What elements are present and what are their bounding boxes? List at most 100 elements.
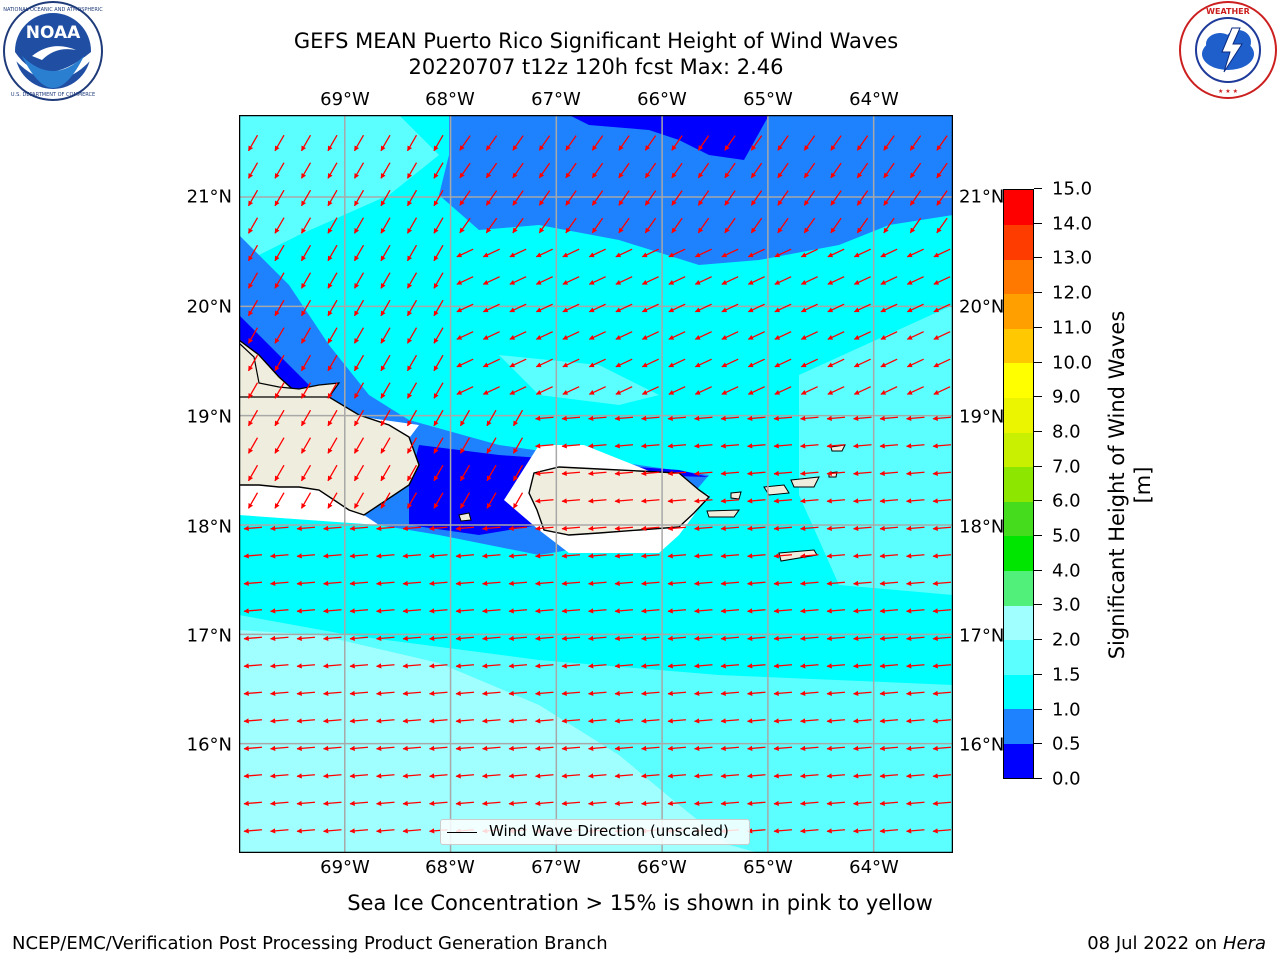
wave-direction-arrow [774,303,792,313]
wave-direction-arrow [508,773,528,779]
wave-direction-arrow [512,135,524,151]
wave-direction-arrow [721,386,739,395]
colorbar-tick-label: 10.0 [1052,352,1093,374]
footer-date-text: 08 Jul 2022 on [1087,933,1223,954]
wave-direction-arrow [380,299,391,317]
wave-direction-arrow [936,190,948,206]
colorbar-segment [1004,362,1033,399]
wave-direction-arrow [694,386,712,395]
wave-direction-arrow [247,189,259,207]
wave-direction-arrow [376,635,395,641]
wave-direction-arrow [482,580,501,586]
wave-direction-arrow [349,718,369,724]
wave-direction-arrow [724,217,736,234]
wave-direction-arrow [562,248,580,258]
wave-direction-arrow [455,580,475,586]
wave-direction-arrow [535,303,553,313]
wave-direction-arrow [562,386,580,395]
wave-direction-arrow [879,800,899,806]
wave-direction-arrow [353,437,365,454]
wave-direction-arrow [353,354,365,372]
wave-direction-arrow [879,525,899,531]
wave-direction-arrow [615,276,633,285]
wave-direction-arrow [668,303,686,313]
wave-direction-arrow [906,498,925,504]
wave-direction-arrow [455,745,475,751]
wave-direction-arrow [380,464,391,482]
wave-direction-arrow [906,800,925,806]
wave-direction-arrow [243,718,263,724]
wave-direction-arrow [509,331,527,340]
wave-direction-arrow [853,470,872,476]
wave-direction-arrow [274,409,285,427]
wave-direction-arrow [694,800,713,806]
wave-direction-arrow [694,635,713,641]
wave-direction-arrow [747,635,766,641]
contour-0-0-to-0-5-north [569,115,769,160]
wave-direction-arrow [618,217,630,234]
wave-direction-arrow [509,358,527,368]
wave-direction-arrow [932,608,952,614]
wave-direction-arrow [300,354,312,372]
wave-direction-arrow [747,718,766,724]
wave-direction-arrow [323,580,342,586]
colorbar-tick [1034,188,1042,189]
colorbar-tick [1034,430,1042,432]
wave-direction-arrow [429,635,448,641]
wave-direction-arrow [853,745,872,751]
wave-direction-arrow [429,800,448,806]
wave-direction-arrow [932,663,952,669]
wave-direction-arrow [830,190,842,206]
wave-direction-arrow [429,745,448,751]
wave-direction-arrow [243,828,263,834]
wave-direction-arrow [485,217,498,234]
wave-direction-arrow [936,217,948,234]
wave-direction-arrow [668,276,686,285]
wave-direction-arrow [800,331,818,340]
wave-direction-arrow [561,525,581,531]
wave-direction-arrow [667,415,687,421]
wave-direction-arrow [429,608,448,614]
wave-direction-arrow [774,276,792,285]
wave-direction-arrow [591,190,604,206]
wave-direction-arrow [482,358,500,368]
wave-direction-arrow [376,580,395,586]
wave-direction-arrow [694,745,713,751]
lat-label-right-21n: 21°N [959,186,1005,208]
wave-direction-arrow [591,217,604,234]
wave-direction-arrow [614,745,634,751]
wave-direction-arrow [720,608,740,614]
lat-label-right-16n: 16°N [959,734,1005,756]
wave-direction-arrow [535,635,554,641]
wave-direction-arrow [535,745,554,751]
wave-direction-arrow [720,415,740,421]
wave-direction-arrow [777,217,789,234]
wave-direction-arrow [830,162,842,179]
wave-direction-arrow [641,690,660,696]
wave-direction-arrow [932,800,952,806]
wave-direction-arrow [353,162,365,179]
colorbar-segment [1004,259,1033,295]
wave-direction-arrow [353,464,365,482]
wave-direction-arrow [906,745,925,751]
wave-direction-arrow [879,415,899,421]
wave-direction-arrow [296,663,316,669]
wave-direction-arrow [402,718,422,724]
wave-direction-arrow [433,492,444,509]
wave-direction-arrow [750,217,763,234]
colorbar-tick [1034,292,1042,294]
wave-direction-arrow [906,608,925,614]
wave-direction-arrow [694,580,713,586]
wave-direction-arrow [667,580,687,586]
wave-direction-arrow [327,492,338,509]
wave-direction-arrow [773,718,793,724]
wave-direction-arrow [274,162,285,179]
wave-direction-arrow [486,409,497,427]
wave-direction-arrow [561,498,581,504]
wave-direction-arrow [482,553,501,559]
wave-direction-arrow [270,828,289,834]
wave-direction-arrow [482,635,501,641]
wave-direction-arrow [561,635,581,641]
wave-direction-arrow [777,190,789,206]
wave-direction-arrow [509,276,527,285]
